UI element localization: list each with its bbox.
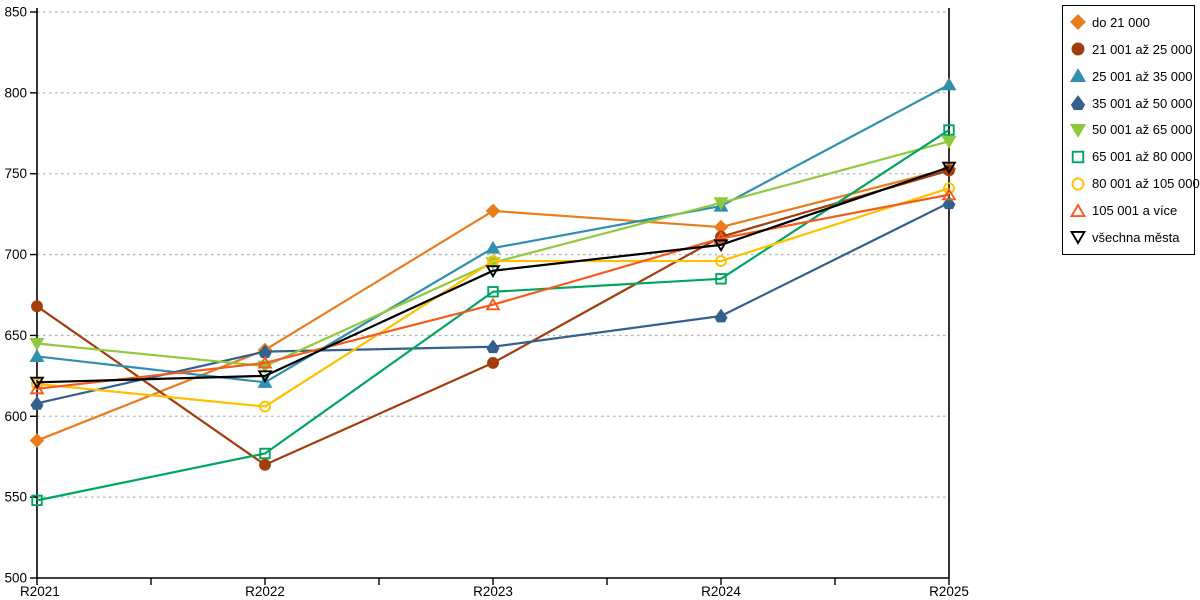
legend-item-label: 80 001 až 105 000 <box>1092 176 1200 192</box>
series-7 <box>31 182 955 413</box>
data-point-marker <box>485 240 501 254</box>
y-tick-label: 500 <box>4 571 27 586</box>
data-point-marker <box>713 197 729 211</box>
data-point-marker <box>29 337 45 351</box>
x-tick-label: R2022 <box>245 584 285 599</box>
data-point-marker <box>713 231 729 244</box>
data-point-marker <box>485 203 501 219</box>
y-tick-label: 850 <box>4 5 27 20</box>
legend-item-label: do 21 000 <box>1092 14 1150 30</box>
data-point-marker <box>942 195 956 210</box>
data-point-marker <box>943 124 955 136</box>
series-9 <box>29 161 957 390</box>
legend-item-5[interactable]: 50 001 až 65 000 <box>1070 122 1192 138</box>
legend-marker <box>1071 42 1085 56</box>
legend-item-3[interactable]: 25 001 až 35 000 <box>1070 68 1192 84</box>
legend-marker-icon <box>1070 68 1086 83</box>
legend-marker <box>1071 177 1085 191</box>
y-tick-label: 750 <box>4 166 27 181</box>
y-tick-label: 650 <box>4 328 27 343</box>
legend-marker-icon <box>1070 14 1086 31</box>
data-point-marker <box>485 297 501 311</box>
series-line <box>36 83 950 384</box>
legend-marker-icon <box>1070 123 1086 138</box>
data-point-marker <box>941 161 957 175</box>
data-point-marker <box>257 355 273 369</box>
data-point-marker <box>29 376 45 390</box>
legend: do 21 000 21 001 až 25 000 25 001 až 35 00… <box>1062 5 1200 255</box>
legend-marker-icon <box>1071 150 1085 164</box>
data-point-marker <box>943 182 955 195</box>
legend-marker-icon <box>1071 42 1085 56</box>
data-point-marker <box>487 286 499 298</box>
legend-item-label: všechna města <box>1092 229 1180 245</box>
data-point-marker <box>941 187 957 201</box>
data-point-marker <box>29 381 45 395</box>
series-line <box>36 193 950 390</box>
data-point-marker <box>31 494 43 507</box>
data-point-marker <box>714 308 728 323</box>
data-point-marker <box>259 458 271 471</box>
legend-item-label: 25 001 až 35 000 <box>1092 68 1193 84</box>
legend-item-label: 65 001 až 80 000 <box>1092 149 1193 165</box>
legend-item-7[interactable]: 80 001 až 105 000 <box>1070 176 1200 192</box>
legend-marker <box>1070 14 1086 31</box>
legend-marker <box>1070 68 1086 83</box>
x-tick-label: R2025 <box>929 584 969 599</box>
data-point-marker <box>715 255 727 267</box>
legend-marker <box>1070 95 1086 111</box>
legend-item-8[interactable]: 105 001 a více <box>1070 202 1188 219</box>
y-tick-label: 800 <box>4 85 27 100</box>
data-point-marker <box>941 77 957 91</box>
data-point-marker <box>259 447 271 460</box>
series-line <box>36 187 950 408</box>
legend-item-6[interactable]: 65 001 až 80 000 <box>1070 149 1192 165</box>
y-tick-label: 700 <box>4 247 27 262</box>
legend-marker <box>1070 202 1086 217</box>
series-4 <box>30 195 956 410</box>
legend-item-4[interactable]: 35 001 až 50 000 <box>1070 95 1192 111</box>
series-8 <box>29 187 957 395</box>
x-tick-label: R2024 <box>701 584 741 599</box>
legend-item-9[interactable]: všechna města <box>1070 229 1188 246</box>
legend-item-label: 50 001 až 65 000 <box>1092 122 1193 138</box>
data-point-marker <box>713 239 729 253</box>
legend-item-label: 21 001 až 25 000 <box>1092 41 1193 57</box>
data-point-marker <box>487 357 499 369</box>
legend-marker <box>1070 231 1086 246</box>
legend-marker <box>1071 150 1085 164</box>
data-point-marker <box>715 273 727 285</box>
data-point-marker <box>941 135 957 149</box>
data-point-marker <box>29 433 45 448</box>
legend-item-label: 35 001 až 50 000 <box>1092 95 1193 111</box>
series-line <box>36 140 950 368</box>
x-tick-label: R2021 <box>20 584 60 599</box>
legend-marker-icon <box>1070 95 1086 111</box>
x-tick-label: R2023 <box>473 584 513 599</box>
legend-marker-icon <box>1071 177 1085 191</box>
legend-item-2[interactable]: 21 001 až 25 000 <box>1070 41 1192 57</box>
data-point-marker <box>485 265 501 279</box>
data-point-marker <box>30 396 44 410</box>
series-line <box>36 129 950 502</box>
y-tick-label: 600 <box>4 409 27 424</box>
data-point-marker <box>29 349 45 362</box>
legend-item-1[interactable]: do 21 000 <box>1070 14 1188 31</box>
legend-marker-icon <box>1070 231 1086 246</box>
series-6 <box>31 124 955 507</box>
data-point-marker <box>31 300 43 313</box>
legend-marker-icon <box>1070 202 1086 217</box>
legend-item-label: 105 001 a více <box>1092 203 1178 219</box>
series-line <box>36 166 950 384</box>
data-point-marker <box>486 339 500 354</box>
data-point-marker <box>259 400 271 413</box>
data-point-marker <box>257 370 273 384</box>
y-tick-label: 550 <box>4 490 27 505</box>
legend-marker <box>1070 123 1086 138</box>
